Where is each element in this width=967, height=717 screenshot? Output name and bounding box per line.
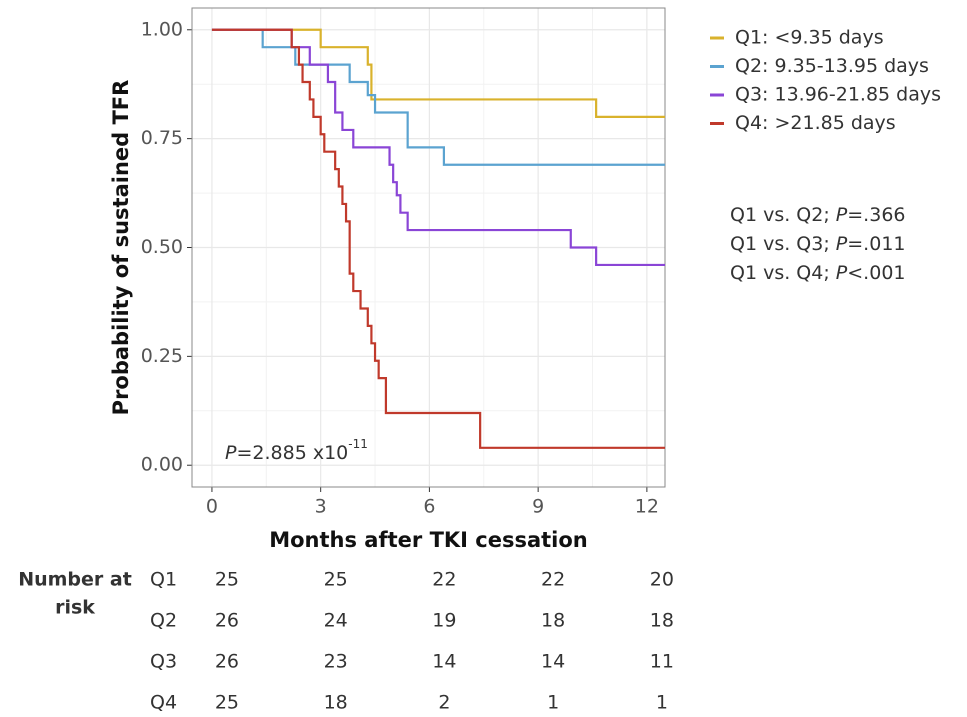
risk-count: 26 [215,651,239,673]
survival-curve [211,28,665,267]
p-symbol: P [836,233,848,255]
risk-count: 22 [432,569,456,591]
y-tick-label: 0.00 [141,454,183,476]
risk-group: Q1 [150,569,177,591]
x-axis-label: Months after TKI cessation [269,528,588,552]
risk-count: 26 [215,610,239,632]
y-tick-label: 1.00 [141,18,183,40]
risk-count: 14 [432,651,456,673]
p-value: <.001 [847,262,905,284]
p-value: =2.885 x10 [236,442,348,464]
plot-border [191,7,666,488]
p-symbol: P [225,442,237,464]
legend-label: Q3: 13.96-21.85 days [735,84,941,106]
risk-count: 1 [547,692,559,714]
survival-curve [211,28,665,118]
y-tick-label: 0.75 [141,127,183,149]
risk-count: 25 [215,692,239,714]
risk-count: 20 [650,569,674,591]
y-tick-label: 0.25 [141,345,183,367]
risk-count: 18 [324,692,348,714]
comparison: Q1 vs. Q2; P=.366 [730,204,906,226]
risk-count: 14 [541,651,565,673]
risk-count: 25 [215,569,239,591]
risk-group: Q4 [150,692,177,714]
legend-label: Q1: <9.35 days [735,27,884,49]
y-tick-label: 0.50 [141,236,183,258]
risk-count: 22 [541,569,565,591]
risk-count: 2 [438,692,450,714]
x-tick-label: 6 [423,496,435,518]
risk-count: 1 [656,692,668,714]
legend-label: Q2: 9.35-13.95 days [735,55,929,77]
x-tick-label: 9 [532,496,544,518]
comparison-label: Q1 vs. Q4; [730,262,836,284]
risk-count: 18 [541,610,565,632]
survival-curve [211,28,665,166]
legend-label: Q4: >21.85 days [735,112,896,134]
risk-count: 23 [324,651,348,673]
risk-count: 19 [432,610,456,632]
p-value-annotation: P=2.885 x10-11 [225,437,368,464]
risk-count: 24 [324,610,348,632]
risk-count: 18 [650,610,674,632]
risk-count: 25 [324,569,348,591]
x-tick-label: 12 [635,496,659,518]
risk-count: 11 [650,651,674,673]
risk-group: Q3 [150,651,177,673]
comparison: Q1 vs. Q4; P<.001 [730,262,906,284]
comparison-label: Q1 vs. Q2; [730,204,836,226]
comparison-label: Q1 vs. Q3; [730,233,836,255]
y-axis-label: Probability of sustained TFR [109,80,133,416]
p-value: =.366 [847,204,905,226]
risk-group: Q2 [150,610,177,632]
risk-table-title: Number at [18,569,132,591]
risk-table-title: risk [55,597,95,619]
x-tick-label: 3 [315,496,327,518]
p-exponent: -11 [348,437,368,451]
p-symbol: P [836,204,848,226]
survival-curve [211,28,665,449]
p-value: =.011 [847,233,905,255]
x-tick-label: 0 [206,496,218,518]
p-symbol: P [836,262,848,284]
comparison: Q1 vs. Q3; P=.011 [730,233,906,255]
